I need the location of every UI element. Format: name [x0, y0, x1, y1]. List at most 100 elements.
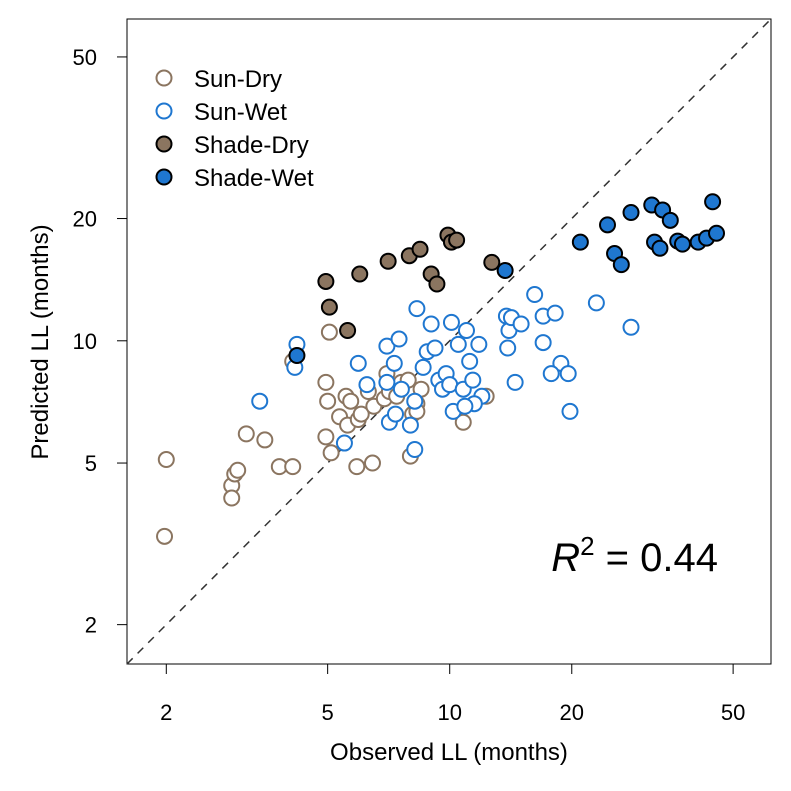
- point-sun-wet: [408, 300, 426, 318]
- point-sun-dry: [352, 405, 370, 423]
- y-tick-label: 50: [73, 45, 97, 70]
- point-shade-dry: [448, 231, 466, 249]
- point-sun-wet: [390, 330, 408, 348]
- point-sun-wet: [512, 315, 530, 333]
- point-shade-dry: [317, 272, 335, 290]
- point-shade-dry: [379, 252, 397, 270]
- point-sun-wet: [386, 405, 404, 423]
- y-axis: 2 5 10 20 50: [73, 45, 127, 638]
- point-sun-dry: [256, 431, 274, 449]
- point-shade-wet: [704, 193, 722, 211]
- point-sun-dry: [363, 454, 381, 472]
- point-sun-wet: [442, 313, 460, 331]
- point-shade-dry: [483, 253, 501, 271]
- legend-marker-shade-wet: [155, 168, 173, 186]
- point-sun-dry: [157, 451, 175, 469]
- y-tick-label: 5: [85, 451, 97, 476]
- point-shade-dry: [428, 275, 446, 293]
- point-sun-wet: [464, 371, 482, 389]
- point-sun-wet: [378, 373, 396, 391]
- point-shade-dry: [320, 298, 338, 316]
- one-to-one-line: [126, 18, 772, 665]
- legend-label-sun-dry: Sun-Dry: [194, 66, 282, 93]
- x-tick-label: 10: [437, 700, 461, 725]
- legend-label-shade-wet: Shade-Wet: [194, 165, 314, 192]
- point-sun-wet: [401, 416, 419, 434]
- point-shade-dry: [339, 322, 357, 340]
- point-sun-dry: [229, 461, 247, 479]
- point-sun-dry: [320, 323, 338, 341]
- point-sun-wet: [426, 339, 444, 357]
- point-sun-dry: [284, 458, 302, 476]
- legend: Sun-Dry Sun-Wet Shade-Dry Shade-Wet: [155, 66, 314, 192]
- point-sun-wet: [456, 397, 474, 415]
- point-sun-wet: [406, 392, 424, 410]
- point-shade-wet: [571, 233, 589, 251]
- point-sun-wet: [449, 335, 467, 353]
- y-tick-label: 10: [73, 329, 97, 354]
- point-sun-dry: [317, 373, 335, 391]
- x-tick-label: 50: [721, 700, 745, 725]
- r-squared-annotation: R2 = 0.44: [551, 531, 718, 580]
- point-sun-wet: [335, 434, 353, 452]
- legend-marker-sun-wet: [155, 102, 173, 120]
- point-shade-wet: [651, 239, 669, 257]
- x-tick-label: 20: [560, 700, 584, 725]
- point-sun-wet: [542, 365, 560, 383]
- point-sun-wet: [470, 335, 488, 353]
- point-sun-wet: [506, 373, 524, 391]
- point-shade-wet: [599, 216, 617, 234]
- point-sun-wet: [461, 352, 479, 370]
- legend-marker-sun-dry: [155, 69, 173, 87]
- point-sun-dry: [342, 392, 360, 410]
- point-sun-dry: [348, 458, 366, 476]
- point-shade-wet: [612, 256, 630, 274]
- plot-frame: [126, 18, 772, 665]
- point-sun-wet: [534, 334, 552, 352]
- point-sun-wet: [406, 440, 424, 458]
- r-symbol: R: [551, 536, 580, 580]
- data-points: [156, 193, 726, 545]
- r-exponent: 2: [580, 531, 594, 561]
- legend-label-sun-wet: Sun-Wet: [194, 99, 287, 126]
- point-sun-wet: [358, 376, 376, 394]
- point-sun-wet: [546, 304, 564, 322]
- point-sun-wet: [499, 339, 517, 357]
- point-sun-wet: [422, 315, 440, 333]
- point-sun-dry: [156, 527, 174, 545]
- x-tick-label: 2: [160, 700, 172, 725]
- point-sun-wet: [385, 354, 403, 372]
- point-sun-wet: [414, 358, 432, 376]
- legend-marker-shade-dry: [155, 135, 173, 153]
- point-sun-wet: [559, 365, 577, 383]
- point-sun-wet: [251, 392, 269, 410]
- point-sun-dry: [223, 489, 241, 507]
- point-sun-dry: [322, 444, 340, 462]
- legend-label-shade-dry: Shade-Dry: [194, 132, 309, 159]
- point-shade-dry: [351, 265, 369, 283]
- point-sun-wet: [526, 286, 544, 304]
- y-tick-label: 2: [85, 613, 97, 638]
- y-axis-title: Predicted LL (months): [27, 224, 54, 459]
- point-shade-wet: [708, 224, 726, 242]
- point-sun-dry: [454, 413, 472, 431]
- point-sun-wet: [587, 294, 605, 312]
- point-sun-dry: [319, 392, 337, 410]
- x-axis: 2 5 10 20 50: [160, 664, 745, 725]
- x-axis-title: Observed LL (months): [330, 739, 568, 766]
- point-sun-wet: [378, 337, 396, 355]
- x-tick-label: 5: [322, 700, 334, 725]
- y-tick-label: 20: [73, 207, 97, 232]
- point-sun-dry: [317, 428, 335, 446]
- point-shade-dry: [411, 240, 429, 258]
- point-shade-wet: [673, 235, 691, 253]
- point-shade-wet: [288, 346, 306, 364]
- point-sun-wet: [392, 380, 410, 398]
- point-sun-wet: [561, 402, 579, 420]
- point-sun-wet: [349, 354, 367, 372]
- point-shade-wet: [661, 211, 679, 229]
- point-sun-wet: [457, 322, 475, 340]
- point-sun-wet: [622, 318, 640, 336]
- point-shade-wet: [496, 261, 514, 279]
